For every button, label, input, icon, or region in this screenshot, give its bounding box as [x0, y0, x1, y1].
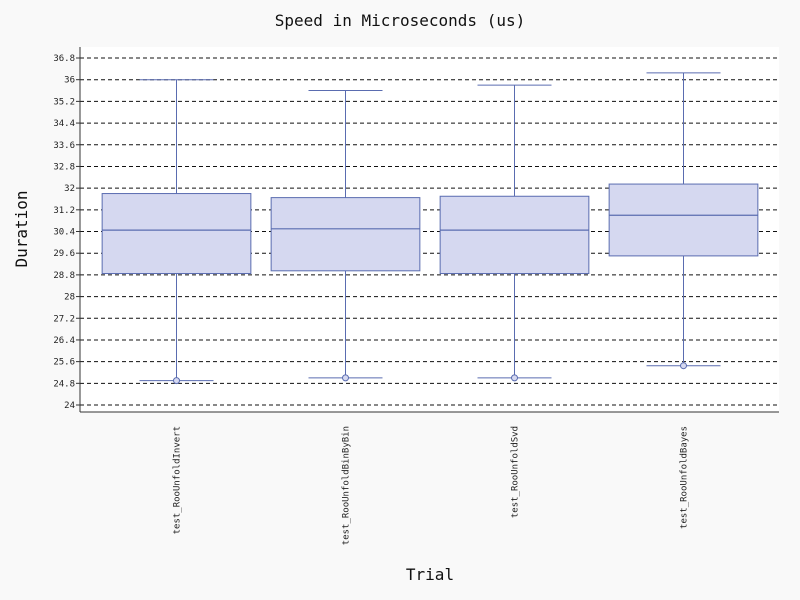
- chart-title: Speed in Microseconds (us): [275, 11, 525, 30]
- box-group: [270, 90, 421, 382]
- y-tick-label: 32.8: [53, 162, 75, 172]
- y-tick-label: 35.2: [53, 97, 75, 107]
- y-tick-label: 28: [64, 293, 75, 303]
- y-tick-label: 28.8: [53, 271, 75, 281]
- y-tick-label: 32: [64, 184, 75, 194]
- box-group: [439, 84, 590, 382]
- y-tick-label: 30.4: [53, 228, 75, 238]
- box-group: [608, 72, 759, 370]
- y-tick-labels: 24 24.8 25.6 26.4 27.2 28 28.8 29.6 30.4 31.2 32 32…: [53, 54, 75, 411]
- box-group: [101, 79, 252, 385]
- x-axis-label: Trial: [406, 565, 454, 584]
- iqr-box: [270, 197, 421, 272]
- y-tick-label: 26.4: [53, 336, 75, 346]
- x-tick-label: test_RooUnfoldBayes: [680, 426, 690, 529]
- y-tick-label: 34.4: [53, 119, 75, 129]
- y-tick-label: 31.2: [53, 206, 75, 216]
- x-tick-label: test_RooUnfoldBinByBin: [342, 426, 352, 545]
- iqr-box: [608, 183, 759, 257]
- x-tick-label: test_RooUnfoldInvert: [173, 426, 183, 534]
- x-tick-labels: test_RooUnfoldInvert test_RooUnfoldBinByB…: [173, 426, 690, 545]
- y-tick-label: 24.8: [53, 379, 75, 389]
- y-tick-label: 29.6: [53, 249, 75, 259]
- outlier-point: [342, 374, 349, 382]
- outlier-point: [511, 374, 518, 382]
- outlier-point: [680, 362, 687, 370]
- y-axis-label: Duration: [12, 190, 31, 267]
- boxes: [101, 72, 759, 385]
- x-tick-label: test_RooUnfoldSvd: [511, 426, 521, 518]
- y-tick-label: 27.2: [53, 314, 75, 324]
- y-tick-label: 36.8: [53, 54, 75, 64]
- iqr-box: [101, 193, 252, 275]
- y-tick-label: 33.6: [53, 141, 75, 151]
- outlier-point: [173, 377, 180, 385]
- y-tick-label: 36: [64, 76, 75, 86]
- y-tick-label: 25.6: [53, 358, 75, 368]
- iqr-box: [439, 195, 590, 275]
- y-tick-label: 24: [64, 401, 75, 411]
